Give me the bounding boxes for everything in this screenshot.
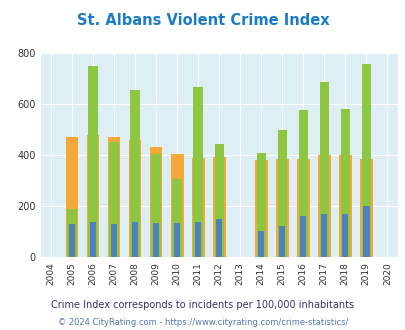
Text: St. Albans Violent Crime Index: St. Albans Violent Crime Index	[77, 13, 328, 28]
Bar	[341, 214, 347, 257]
Bar	[296, 159, 309, 257]
Bar	[66, 138, 78, 257]
Bar	[254, 160, 267, 257]
Bar	[317, 155, 330, 257]
Bar	[88, 66, 98, 257]
Bar	[214, 144, 224, 257]
Bar	[212, 157, 225, 257]
Bar	[362, 206, 369, 257]
Bar	[275, 159, 288, 257]
Bar	[338, 155, 351, 257]
Bar	[69, 224, 75, 257]
Bar	[215, 219, 222, 257]
Bar	[111, 224, 117, 257]
Bar	[171, 154, 183, 257]
Bar	[172, 180, 181, 257]
Bar	[319, 82, 328, 257]
Bar	[87, 135, 99, 257]
Bar	[67, 209, 77, 257]
Bar	[277, 130, 286, 257]
Bar	[153, 223, 159, 257]
Bar	[149, 148, 162, 257]
Bar	[90, 222, 96, 257]
Bar	[132, 222, 138, 257]
Bar	[194, 222, 201, 257]
Bar	[258, 231, 264, 257]
Bar	[359, 159, 372, 257]
Bar	[320, 214, 327, 257]
Bar	[279, 226, 285, 257]
Bar	[361, 64, 370, 257]
Bar	[193, 87, 202, 257]
Bar	[299, 216, 306, 257]
Bar	[130, 90, 140, 257]
Bar	[128, 140, 141, 257]
Text: Crime Index corresponds to incidents per 100,000 inhabitants: Crime Index corresponds to incidents per…	[51, 300, 354, 310]
Bar	[192, 158, 204, 257]
Bar	[256, 152, 265, 257]
Bar	[151, 154, 160, 257]
Text: © 2024 CityRating.com - https://www.cityrating.com/crime-statistics/: © 2024 CityRating.com - https://www.city…	[58, 318, 347, 327]
Bar	[174, 223, 180, 257]
Bar	[298, 110, 307, 257]
Bar	[108, 138, 120, 257]
Bar	[109, 142, 119, 257]
Bar	[340, 109, 349, 257]
